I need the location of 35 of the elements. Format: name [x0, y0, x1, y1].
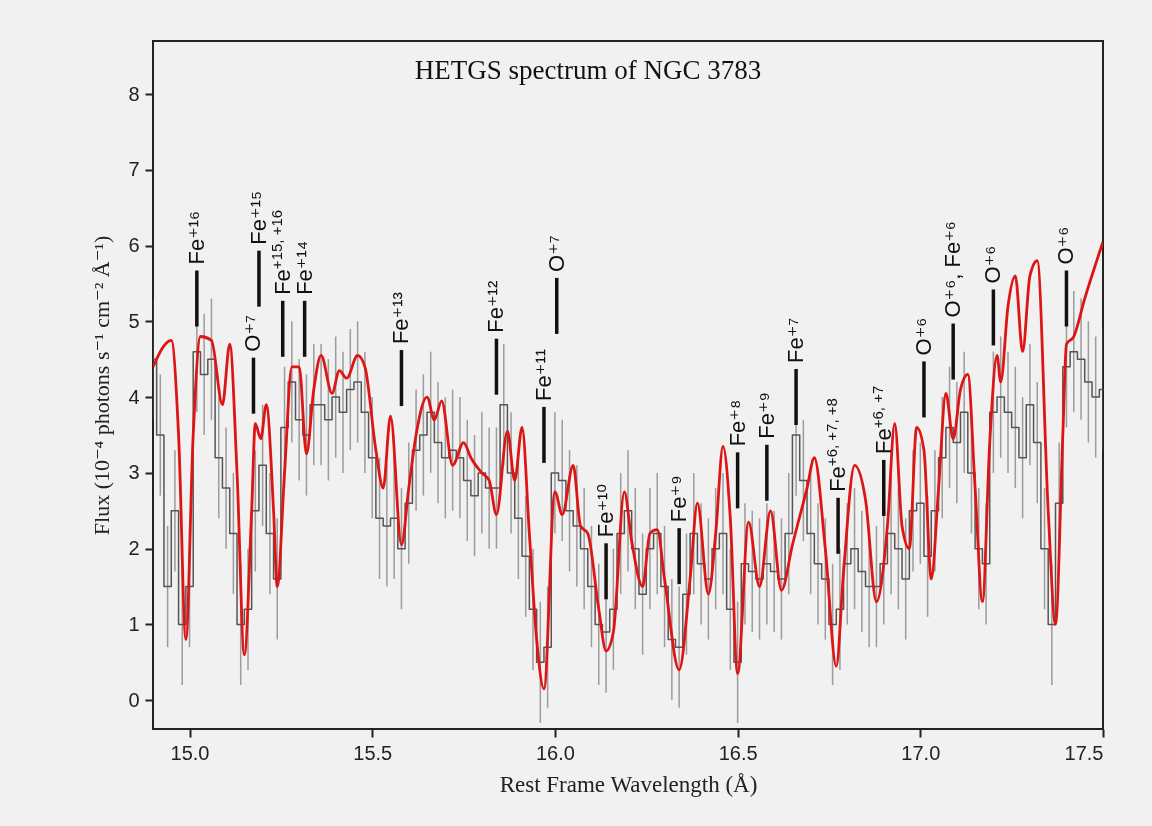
x-tick-label: 15.0 — [170, 741, 210, 764]
annotation: Fe⁺¹⁵ — [245, 190, 271, 245]
x-tick-label: 16.5 — [718, 741, 758, 764]
annotation: Fe⁺¹⁴ — [291, 240, 317, 295]
annotation: O⁺⁶ — [1053, 226, 1079, 265]
text: HETGS spectrum of NGC 3783 — [414, 55, 762, 85]
y-tick-label: 8 — [128, 82, 140, 105]
y-tick-label: 2 — [128, 537, 140, 560]
annotation: O⁺⁷ — [543, 235, 569, 272]
annotation: Fe⁺¹¹ — [530, 348, 556, 401]
annotation: O⁺⁶ — [910, 317, 936, 356]
y-tick-label: 1 — [128, 612, 140, 635]
x-tick-label: 16.0 — [535, 741, 575, 764]
annotation: Fe⁺⁷ — [783, 317, 809, 364]
annotation: Fe⁺⁹ — [666, 475, 692, 523]
annotation: Fe⁺¹⁶ — [183, 210, 209, 265]
y-tick-label: 4 — [128, 385, 140, 408]
y-tick-label: 5 — [128, 309, 140, 332]
y-tick-label: 6 — [128, 234, 140, 257]
annotation: O⁺⁶, Fe⁺⁶ — [940, 221, 966, 318]
x-axis-title: Rest Frame Wavelength (Å) — [499, 771, 758, 797]
x-tick-label: 15.5 — [353, 741, 393, 764]
y-axis-title: Flux (10⁻⁴ photons s⁻¹ cm⁻² Å⁻¹) — [89, 235, 115, 536]
annotation: Fe⁺¹³ — [388, 292, 414, 345]
annotation: Fe⁺⁹ — [753, 392, 779, 439]
y-tick-label: 0 — [128, 688, 140, 711]
annotation: Fe⁺⁸ — [724, 399, 750, 447]
x-tick-label: 17.5 — [1064, 741, 1104, 764]
y-tick-label: 7 — [128, 158, 140, 181]
annotation: O⁺⁶ — [980, 245, 1006, 284]
annotation: O⁺⁷ — [240, 314, 266, 352]
annotation: Fe⁺¹⁰ — [593, 483, 619, 538]
annotation: Fe⁺¹² — [483, 280, 509, 333]
y-tick-label: 3 — [128, 461, 140, 484]
x-tick-label: 17.0 — [901, 741, 941, 764]
